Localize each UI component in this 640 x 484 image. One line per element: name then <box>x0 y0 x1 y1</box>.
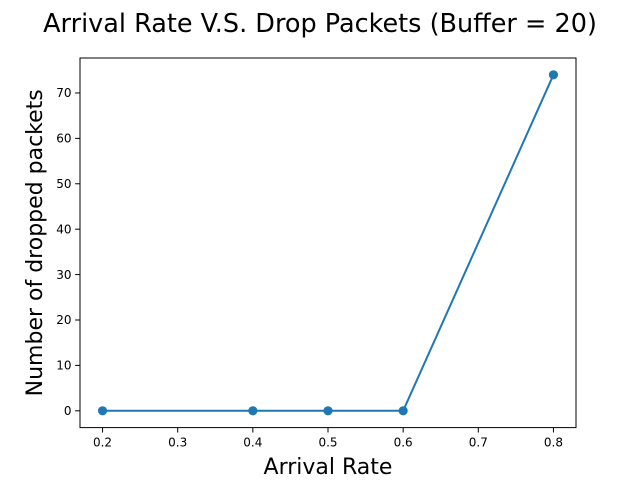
x-axis: 0.2 0.3 0.4 0.5 0.6 0.7 0.8 <box>93 427 563 450</box>
y-axis: 0 10 20 30 40 50 60 70 <box>56 86 80 418</box>
x-tick-label: 0.6 <box>394 436 413 450</box>
x-tick-label: 0.5 <box>318 436 337 450</box>
y-tick-label: 20 <box>56 313 71 327</box>
plot-area-frame <box>79 57 577 429</box>
x-tick-label: 0.8 <box>544 436 563 450</box>
data-point-marker <box>97 406 108 416</box>
y-tick-label: 0 <box>64 404 72 418</box>
data-point-marker <box>398 406 408 416</box>
data-point-marker <box>248 406 258 416</box>
x-tick-label: 0.4 <box>243 436 262 450</box>
series-line <box>102 74 555 412</box>
y-tick-label: 30 <box>56 268 71 282</box>
y-tick-label: 10 <box>56 359 71 373</box>
x-tick-label: 0.3 <box>168 436 187 450</box>
y-tick-label: 70 <box>56 86 71 100</box>
data-point-marker <box>548 70 559 80</box>
x-axis-label: Arrival Rate <box>264 455 393 480</box>
x-tick-label: 0.2 <box>93 436 112 450</box>
y-tick-label: 60 <box>56 132 71 146</box>
data-point-marker <box>323 406 333 416</box>
y-axis-label: Number of dropped packets <box>23 89 48 396</box>
x-tick-label: 0.7 <box>469 436 488 450</box>
chart-title: Arrival Rate V.S. Drop Packets (Buffer =… <box>43 9 597 39</box>
series-layer <box>97 70 559 416</box>
y-tick-label: 40 <box>56 222 71 236</box>
y-tick-label: 50 <box>56 177 71 191</box>
